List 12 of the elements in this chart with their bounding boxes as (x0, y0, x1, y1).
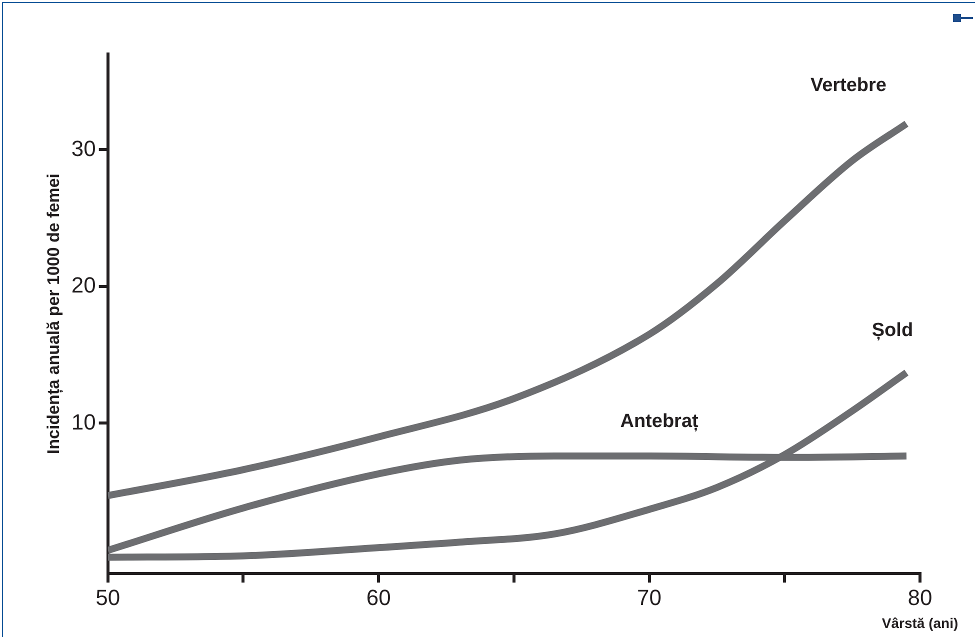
x-tick-label: 50 (96, 584, 120, 610)
y-axis-title: Incidența anuală per 1000 de femei (44, 173, 63, 454)
x-tick-label: 60 (366, 584, 391, 610)
y-tick-label: 30 (71, 136, 96, 161)
series-label: Șold (872, 320, 914, 341)
x-tick-label: 70 (637, 584, 662, 610)
series-label: Antebraț (620, 411, 700, 432)
x-axis-title: Vârstă (ani) (882, 614, 958, 631)
y-tick-label: 20 (71, 272, 96, 298)
series-label: Vertebre (810, 74, 886, 96)
x-tick-label: 80 (908, 584, 932, 610)
y-tick-label: 10 (71, 409, 96, 434)
